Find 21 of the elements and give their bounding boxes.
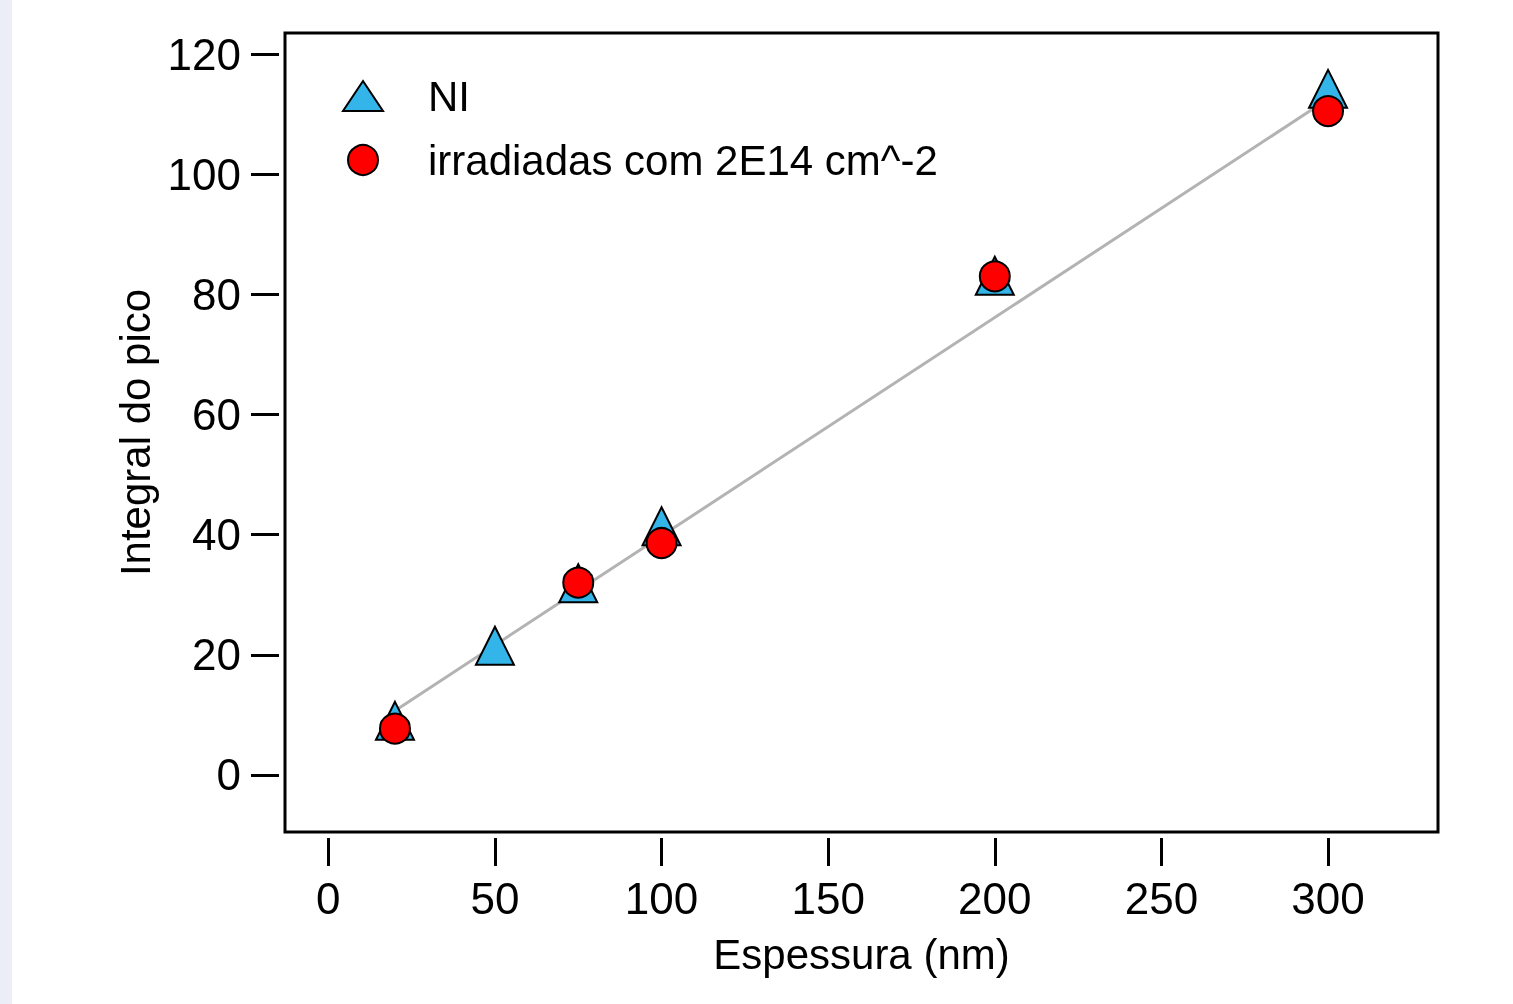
y-tick-label: 80 bbox=[192, 269, 241, 319]
point bbox=[645, 527, 678, 560]
y-tick-label: 40 bbox=[192, 510, 241, 560]
x-tick-label: 200 bbox=[958, 873, 1032, 923]
y-tick-label: 100 bbox=[167, 149, 241, 199]
x-tick-label: 50 bbox=[470, 873, 520, 923]
x-axis-title: Espessura (nm) bbox=[713, 930, 1010, 978]
x-tick-label: 150 bbox=[791, 873, 865, 923]
x-tick-label: 300 bbox=[1291, 873, 1365, 923]
y-axis-title: Integral do pico bbox=[112, 288, 160, 577]
legend-label: NI bbox=[428, 72, 470, 120]
y-tick-label: 120 bbox=[167, 29, 241, 79]
x-tick-label: 250 bbox=[1124, 873, 1199, 923]
x-tick-label: 0 bbox=[316, 873, 341, 923]
y-tick-label: 60 bbox=[192, 389, 241, 439]
point bbox=[1312, 95, 1345, 128]
x-tick-label: 100 bbox=[624, 873, 699, 923]
y-tick-label: 0 bbox=[216, 750, 241, 800]
legend-label: irradiadas com 2E14 cm^-2 bbox=[428, 136, 938, 184]
y-tick-label: 20 bbox=[192, 630, 241, 680]
point bbox=[474, 625, 515, 666]
